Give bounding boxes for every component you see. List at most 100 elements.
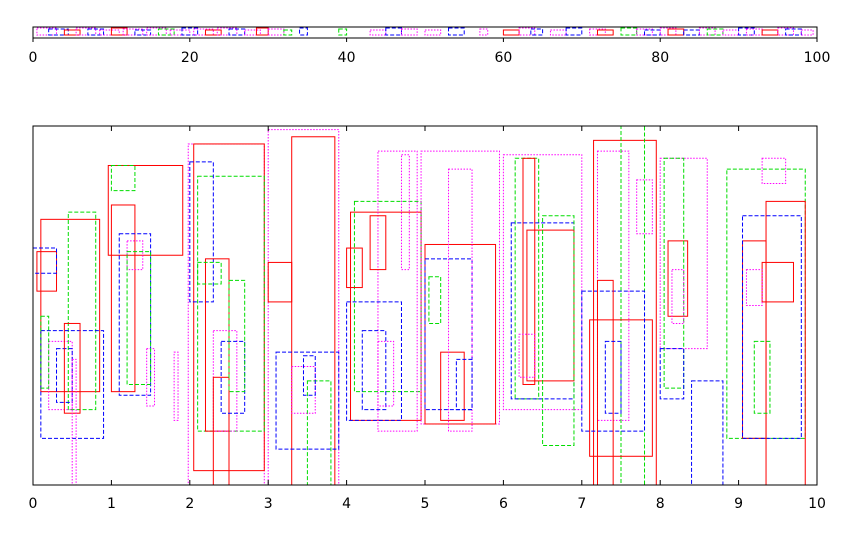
plot-rect xyxy=(455,358,473,411)
main-tick-label: 9 xyxy=(734,496,743,512)
strip-mark xyxy=(448,27,465,36)
main-tick-label: 7 xyxy=(577,496,586,512)
plot-rect xyxy=(526,229,575,382)
plot-rect xyxy=(346,301,402,421)
strip-mark xyxy=(644,29,661,36)
strip-mark xyxy=(181,27,199,36)
strip-mark xyxy=(283,29,293,36)
plot-rect xyxy=(302,355,316,396)
plot-rect xyxy=(353,200,422,393)
plot-rect xyxy=(197,175,265,432)
strip-mark xyxy=(385,27,402,36)
strip-mark xyxy=(99,29,120,36)
strip-mark xyxy=(424,29,442,36)
plot-rect xyxy=(110,204,136,393)
plot-rect xyxy=(126,251,152,385)
plot-rect xyxy=(377,340,395,407)
strip-mark xyxy=(122,28,144,36)
plot-rect xyxy=(118,233,152,396)
plot-rect xyxy=(522,157,536,385)
main-tick-label: 4 xyxy=(342,496,351,512)
overview-strip-marks xyxy=(36,27,814,36)
strip-mark xyxy=(800,29,814,36)
plot-rect xyxy=(542,215,575,447)
overview-strip-frame xyxy=(32,26,818,39)
plot-rect xyxy=(448,168,473,432)
plot-rect xyxy=(377,150,418,432)
plot-rect xyxy=(67,211,97,411)
strip-mark xyxy=(75,27,97,36)
strip-mark xyxy=(48,28,69,36)
strip-mark xyxy=(596,29,614,36)
plot-rect xyxy=(636,179,653,235)
strip-mark xyxy=(134,29,152,36)
strip-mark xyxy=(722,29,740,36)
strip-tick-label: 0 xyxy=(29,50,38,66)
plot-rect xyxy=(667,240,689,317)
plot-rect xyxy=(267,129,340,486)
overview-x-axis: 0 20 40 60 80 100 xyxy=(29,38,831,66)
strip-mark xyxy=(400,28,418,36)
main-tick-label: 0 xyxy=(29,496,38,512)
plot-rect xyxy=(424,243,497,425)
plot-rect xyxy=(671,269,685,324)
strip-mark xyxy=(157,28,175,36)
strip-mark xyxy=(479,28,489,36)
plot-rect xyxy=(126,240,144,271)
strip-mark xyxy=(761,29,779,36)
plot-rect xyxy=(228,279,246,393)
strip-mark xyxy=(518,27,536,36)
strip-mark xyxy=(589,28,606,36)
plot-rect xyxy=(187,143,265,486)
strip-mark xyxy=(683,29,700,36)
strip-mark xyxy=(193,28,214,36)
strip-mark xyxy=(169,29,191,36)
plot-rect xyxy=(765,200,806,486)
plot-rect xyxy=(420,150,500,425)
plot-rect xyxy=(197,261,222,285)
main-tick-label: 5 xyxy=(421,496,430,512)
main-tick-label: 2 xyxy=(185,496,194,512)
strip-mark xyxy=(636,28,653,36)
plot-rect xyxy=(189,161,214,303)
strip-mark xyxy=(785,28,802,36)
plot-rect xyxy=(518,333,536,378)
strip-tick-label: 20 xyxy=(181,50,199,66)
strip-mark xyxy=(87,28,105,36)
plot-rect xyxy=(361,330,387,411)
plot-rect xyxy=(604,340,622,414)
plot-rect xyxy=(306,380,332,486)
strip-mark xyxy=(369,29,387,36)
plot-rect xyxy=(742,215,802,439)
plot-rect xyxy=(291,136,336,486)
strip-mark xyxy=(530,28,544,36)
plot-rect xyxy=(502,154,583,411)
main-tick-label: 10 xyxy=(808,496,826,512)
plot-rect xyxy=(428,276,442,324)
plot-rect xyxy=(753,340,771,414)
plot-rect xyxy=(267,261,293,303)
main-x-axis: 0 1 2 3 4 5 6 7 8 9 10 xyxy=(29,126,826,512)
plot-rect xyxy=(212,330,238,432)
strip-mark xyxy=(565,27,583,36)
strip-mark xyxy=(255,27,269,36)
plot-rect xyxy=(275,351,340,450)
strip-tick-label: 60 xyxy=(494,50,512,66)
main-tick-label: 8 xyxy=(656,496,665,512)
strip-mark xyxy=(549,29,567,36)
strip-mark xyxy=(63,29,81,36)
plot-rect xyxy=(659,157,708,350)
plot-rect xyxy=(40,315,50,389)
strip-tick-label: 100 xyxy=(804,50,831,66)
strip-mark xyxy=(502,29,520,36)
strip-mark xyxy=(620,27,638,36)
main-tick-label: 1 xyxy=(107,496,116,512)
plot-rect xyxy=(400,154,410,271)
plot-rect xyxy=(620,125,646,486)
plot-rect xyxy=(71,358,77,486)
strip-mark xyxy=(36,27,58,36)
strip-mark xyxy=(110,27,128,36)
plot-rect xyxy=(761,157,787,184)
plot-rect xyxy=(291,366,316,414)
